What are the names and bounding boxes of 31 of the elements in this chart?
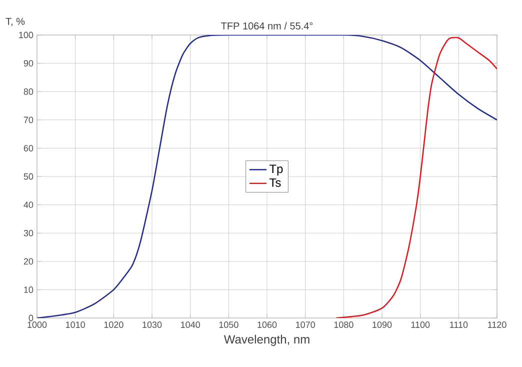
chart-title: TFP 1064 nm / 55.4° [221, 22, 313, 30]
x-tick-label: 1080 [334, 322, 354, 328]
x-axis-title: Wavelength, nm [224, 334, 310, 346]
x-tick-label: 1040 [181, 322, 200, 328]
y-tick-label: 20 [24, 258, 34, 265]
y-tick-label: 90 [24, 60, 34, 66]
y-tick-label: 10 [24, 286, 34, 293]
legend-label: Ts [269, 178, 281, 187]
x-tick-label: 1020 [104, 322, 124, 328]
x-tick-label: 1090 [372, 322, 392, 328]
y-tick-label: 60 [24, 145, 34, 152]
x-tick-label: 1050 [219, 322, 238, 328]
y-tick-label: 0 [28, 314, 34, 322]
y-tick-label: 70 [24, 116, 34, 124]
y-tick-label: 50 [24, 173, 34, 180]
x-tick-label: 1100 [411, 322, 430, 328]
legend-label: Tp [269, 164, 283, 176]
y-tick-label: 40 [24, 202, 34, 208]
y-tick-label: 30 [24, 230, 34, 236]
line-series [335, 36, 498, 318]
x-tick-label: 1110 [450, 322, 468, 328]
x-tick-label: 1030 [142, 322, 162, 328]
line-series [37, 35, 498, 318]
y-tick-label: 80 [24, 88, 34, 95]
x-tick-label: 1070 [296, 322, 315, 328]
x-tick-label: 1120 [488, 322, 506, 328]
y-axis-title: T, % [6, 18, 25, 26]
y-tick-label: 100 [19, 32, 34, 38]
x-tick-label: 1060 [258, 322, 277, 328]
x-tick-label: 1000 [28, 322, 47, 328]
x-tick-label: 1010 [66, 322, 85, 328]
